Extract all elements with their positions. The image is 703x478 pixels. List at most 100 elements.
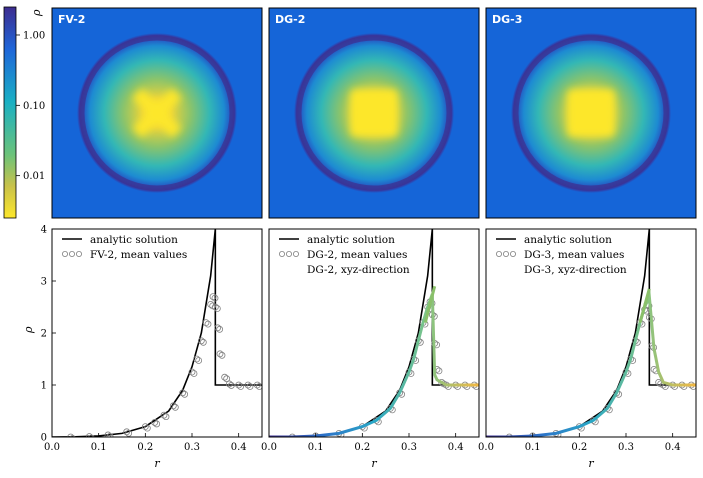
mean-value-marker	[181, 390, 189, 398]
plot-area	[269, 229, 479, 437]
mean-value-marker	[246, 383, 254, 390]
colorbar-tick-label: 0.10	[23, 101, 45, 112]
legend-mean-swatch	[69, 250, 76, 257]
line-plot-panel: 0.0 0.1 0.2 0.3 0.4 r analytic solution DG-3, m…	[478, 228, 697, 470]
plot-frame	[268, 228, 480, 438]
mean-value-marker	[69, 435, 76, 437]
mean-value-marker	[85, 433, 93, 437]
legend-mean-swatch	[62, 250, 69, 257]
x-tick-label: 0.0	[261, 442, 277, 453]
panel-title: DG-2	[275, 13, 305, 26]
legend-mean-swatch	[285, 250, 292, 257]
legend-label: analytic solution	[90, 234, 178, 246]
x-tick-label: 0.2	[137, 442, 153, 453]
mean-value-marker	[244, 381, 252, 389]
mean-value-marker	[223, 375, 231, 383]
colorbar	[3, 6, 17, 219]
mean-value-marker	[650, 365, 658, 373]
mean-value-marker	[237, 383, 245, 390]
line-plot-panel: 0.0 0.1 0.2 0.3 0.4 r analytic solution DG-2, m…	[261, 228, 480, 470]
y-tick-label: 3	[41, 277, 47, 288]
legend-label: DG-3, mean values	[524, 249, 624, 261]
x-tick-label: 0.1	[91, 442, 107, 453]
shock-ring	[513, 35, 669, 191]
x-tick-label: 0.3	[401, 442, 417, 453]
mean-value-marker	[214, 324, 222, 332]
y-axis-label: ρ	[22, 326, 35, 334]
mean-value-marker	[505, 433, 513, 437]
center-cross	[132, 88, 182, 138]
y-tick-label: 2	[41, 329, 47, 340]
colorbar-tick-label: 0.01	[23, 171, 45, 182]
legend-label: DG-2, mean values	[307, 249, 407, 261]
x-axis-label: r	[588, 457, 594, 470]
x-tick-label: 0.4	[448, 442, 464, 453]
mean-value-marker	[195, 357, 203, 364]
mean-value-marker	[253, 381, 261, 389]
y-tick-label: 1	[41, 381, 47, 392]
mean-value-marker	[213, 305, 221, 312]
mean-value-marker	[160, 411, 168, 419]
cross-center	[145, 101, 169, 125]
mean-value-marker	[162, 413, 170, 421]
mean-value-marker	[386, 404, 394, 412]
mean-value-marker	[125, 429, 133, 437]
x-axis-label: r	[154, 457, 160, 470]
density-image-panel: DG-2	[268, 7, 480, 219]
x-tick-label: 0.2	[571, 442, 587, 453]
mean-value-marker	[141, 423, 149, 431]
density-image-panel: DG-3	[485, 7, 697, 219]
mean-value-marker	[235, 381, 243, 389]
mean-value-marker	[143, 424, 151, 432]
mean-value-marker	[104, 431, 112, 437]
x-tick-label: 0.4	[231, 442, 247, 453]
legend-label: DG-3, xyz-direction	[524, 264, 627, 276]
density-image-panel: FV-2	[51, 7, 263, 219]
mean-value-marker	[218, 351, 226, 359]
square-core	[567, 89, 615, 137]
x-axis-label: r	[371, 457, 377, 470]
mean-value-marker	[211, 294, 219, 302]
mean-value-marker	[169, 402, 177, 410]
mean-value-marker	[151, 419, 159, 426]
x-tick-label: 0.1	[308, 442, 324, 453]
square-core	[350, 89, 398, 137]
mean-value-marker	[106, 433, 114, 437]
legend-mean-swatch	[502, 250, 509, 257]
mean-value-marker	[255, 383, 262, 390]
mean-value-marker	[209, 293, 217, 301]
mean-value-marker	[153, 420, 161, 428]
mean-value-marker	[199, 338, 207, 346]
colorbar-label: ρ	[30, 9, 43, 17]
legend-mean-swatch	[495, 250, 502, 257]
mean-value-marker	[171, 403, 179, 411]
x-tick-label: 0.2	[354, 442, 370, 453]
plot-frame	[485, 228, 697, 438]
x-tick-label: 0.0	[478, 442, 494, 453]
mean-value-marker	[179, 389, 187, 397]
x-tick-label: 0.3	[184, 442, 200, 453]
center-square	[567, 89, 615, 137]
mean-value-marker	[88, 434, 95, 437]
legend-label: FV-2, mean values	[90, 249, 187, 261]
y-tick-label: 4	[41, 225, 47, 236]
mean-value-marker	[288, 433, 296, 437]
xyz-direction-line	[486, 290, 696, 437]
x-tick-label: 0.4	[665, 442, 681, 453]
mean-value-marker	[435, 367, 443, 375]
mean-value-marker	[123, 428, 131, 436]
mean-value-marker	[211, 303, 219, 311]
mean-value-marker	[204, 320, 212, 328]
panel-title: FV-2	[58, 13, 85, 26]
mean-value-marker	[202, 319, 210, 327]
mean-value-marker	[190, 370, 198, 377]
legend-mean-swatch	[509, 250, 516, 257]
mean-value-marker	[67, 433, 75, 437]
mean-value-marker	[197, 337, 205, 345]
mean-value-marker	[216, 325, 224, 333]
xyz-direction-line	[269, 293, 479, 437]
x-tick-label: 0.1	[525, 442, 541, 453]
line-plot-panel: 0.0 0.1 0.2 0.3 0.4 0 1 2 3 4 r ρ analytic solution F…	[22, 225, 263, 470]
x-tick-label: 0.0	[44, 442, 60, 453]
